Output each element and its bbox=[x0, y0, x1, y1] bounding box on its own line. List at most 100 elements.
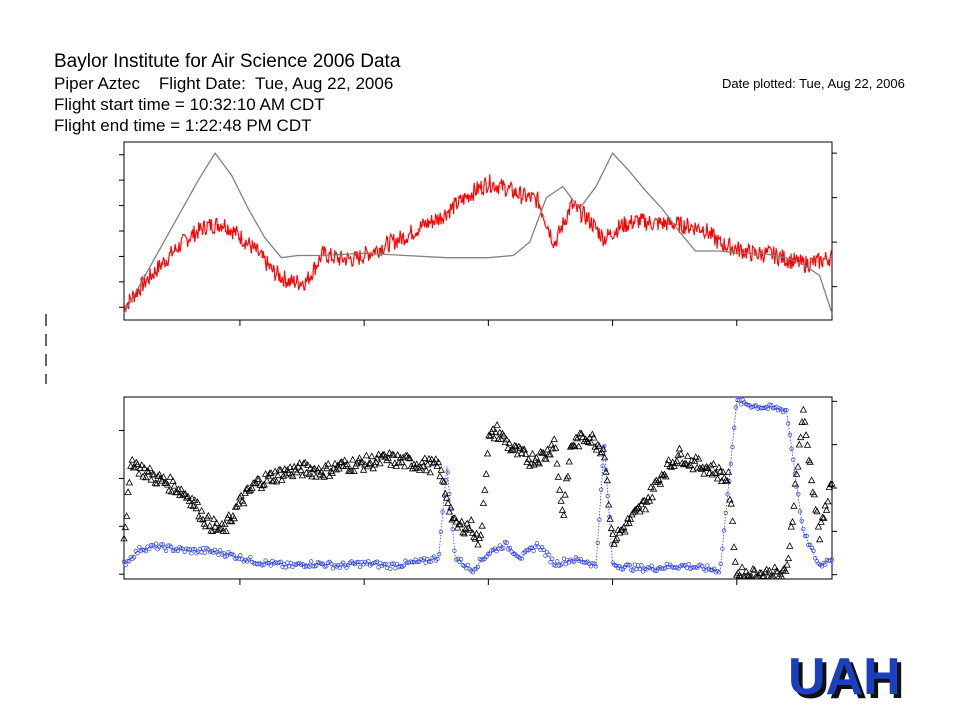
wind-speed-markers bbox=[121, 397, 835, 575]
wind-direction-point bbox=[151, 479, 159, 486]
wind-speed-point bbox=[389, 561, 395, 566]
wind-direction-point bbox=[554, 472, 562, 480]
wind-direction-point bbox=[583, 437, 591, 445]
wind-direction-point bbox=[652, 476, 661, 484]
wind-direction-point bbox=[463, 519, 471, 527]
wind-speed-point bbox=[735, 398, 740, 403]
wind-direction-point bbox=[685, 461, 693, 469]
wind-speed-point bbox=[394, 561, 400, 567]
wind-direction-point bbox=[211, 522, 219, 530]
wind-direction-point bbox=[255, 475, 263, 482]
wind-direction-point bbox=[569, 441, 577, 449]
wind-speed-point bbox=[829, 557, 835, 562]
wind-speed-point bbox=[147, 546, 152, 552]
wind-direction-point bbox=[166, 473, 174, 480]
wind-direction-point bbox=[816, 535, 824, 543]
wind-direction-point bbox=[696, 464, 704, 471]
wind-direction-point bbox=[547, 440, 556, 448]
wind-direction-point bbox=[222, 527, 230, 534]
wind-direction-point bbox=[252, 479, 260, 487]
wind-direction-point bbox=[191, 496, 199, 504]
wind-speed-point bbox=[268, 563, 273, 568]
wind-direction-point bbox=[549, 444, 557, 452]
wind-direction-point bbox=[230, 514, 238, 522]
wind-direction-point bbox=[392, 462, 400, 469]
wind-direction-point bbox=[349, 455, 357, 463]
wind-speed-point bbox=[686, 562, 691, 567]
wind-direction-point bbox=[441, 489, 449, 497]
wind-direction-point bbox=[434, 458, 443, 466]
wind-direction-point bbox=[319, 471, 327, 479]
wind-direction-point bbox=[324, 459, 332, 467]
wind-direction-point bbox=[787, 522, 795, 530]
wind-direction-point bbox=[433, 462, 441, 470]
wind-speed-point bbox=[600, 463, 605, 469]
wind-direction-point bbox=[795, 440, 803, 448]
wind-speed-point bbox=[337, 565, 342, 571]
wind-direction-point bbox=[268, 477, 277, 485]
wind-direction-point bbox=[590, 433, 598, 441]
wind-direction-point bbox=[730, 543, 738, 550]
wind-direction-point bbox=[750, 566, 759, 573]
wind-direction-point bbox=[168, 487, 176, 495]
wind-direction-point bbox=[286, 463, 294, 471]
wind-speed-point bbox=[819, 564, 825, 569]
wind-speed-point bbox=[202, 550, 208, 555]
wind-direction-point bbox=[520, 445, 528, 453]
wind-direction-point bbox=[677, 449, 685, 457]
wind-speed-point bbox=[319, 561, 324, 566]
wind-speed-point bbox=[314, 563, 319, 568]
wind-direction-point bbox=[610, 539, 618, 547]
wind-direction-point bbox=[528, 449, 537, 457]
wind-direction-point bbox=[635, 502, 643, 510]
wind-speed-point bbox=[410, 559, 415, 565]
wind-direction-point bbox=[777, 572, 786, 580]
wind-direction-point bbox=[727, 499, 735, 507]
wind-speed-point bbox=[597, 517, 602, 522]
wind-speed-point bbox=[725, 491, 730, 497]
wind-speed-point bbox=[745, 402, 750, 408]
wind-direction-point bbox=[395, 458, 403, 466]
wind-direction-point bbox=[315, 464, 323, 472]
wind-direction-point bbox=[758, 572, 767, 580]
wind-direction-point bbox=[206, 521, 214, 529]
wind-direction-point bbox=[155, 470, 164, 478]
wind-direction-point bbox=[675, 444, 684, 452]
wind-direction-point bbox=[684, 452, 692, 459]
wind-direction-point bbox=[169, 477, 177, 484]
wind-speed-point bbox=[517, 556, 523, 561]
altitude-series-line bbox=[123, 151, 833, 314]
wind-direction-point bbox=[474, 540, 482, 548]
wind-direction-point bbox=[773, 567, 782, 575]
wind-direction-point bbox=[248, 484, 256, 491]
wind-direction-point bbox=[585, 433, 594, 441]
wind-direction-point bbox=[133, 460, 142, 468]
wind-direction-point bbox=[368, 452, 376, 460]
wind-direction-point bbox=[573, 434, 582, 442]
wind-direction-point bbox=[718, 477, 726, 485]
wind-direction-point bbox=[163, 480, 172, 488]
wind-direction-point bbox=[136, 464, 144, 472]
wind-speed-point bbox=[548, 560, 553, 565]
wind-direction-point bbox=[679, 460, 688, 468]
wind-speed-point bbox=[185, 547, 191, 552]
wind-speed-point bbox=[285, 560, 290, 565]
wind-direction-point bbox=[784, 554, 793, 562]
wind-direction-point bbox=[550, 435, 558, 443]
wind-direction-point bbox=[123, 512, 131, 519]
wind-speed-point bbox=[531, 548, 536, 554]
wind-speed-point bbox=[765, 406, 771, 411]
wind-direction-point bbox=[711, 468, 719, 476]
wind-direction-point bbox=[700, 469, 708, 477]
wind-direction-point bbox=[749, 564, 757, 572]
wind-direction-point bbox=[342, 461, 350, 469]
wind-direction-point bbox=[482, 470, 490, 477]
wind-direction-point bbox=[285, 469, 293, 476]
wind-direction-point bbox=[566, 442, 575, 450]
wind-direction-point bbox=[204, 511, 213, 519]
wind-direction-point bbox=[331, 459, 339, 467]
wind-direction-point bbox=[306, 464, 315, 471]
wind-direction-point bbox=[719, 468, 727, 476]
wind-direction-point bbox=[626, 515, 635, 522]
wind-direction-point bbox=[649, 484, 658, 492]
